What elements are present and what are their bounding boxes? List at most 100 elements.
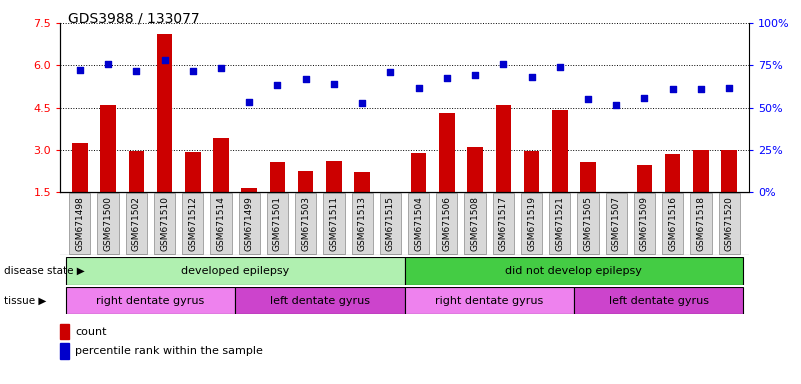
Text: GSM671509: GSM671509 [640, 196, 649, 251]
Text: GSM671504: GSM671504 [414, 196, 423, 251]
Text: GSM671512: GSM671512 [188, 196, 197, 251]
Bar [439, 113, 455, 192]
Bar [213, 139, 229, 192]
FancyBboxPatch shape [521, 193, 542, 254]
FancyBboxPatch shape [574, 287, 743, 314]
Point [694, 86, 707, 92]
Bar [241, 188, 257, 192]
FancyBboxPatch shape [239, 193, 260, 254]
FancyBboxPatch shape [66, 257, 405, 285]
Point [441, 75, 453, 81]
Point [187, 68, 199, 74]
Text: GSM671500: GSM671500 [103, 196, 113, 251]
Text: disease state ▶: disease state ▶ [4, 266, 85, 276]
FancyBboxPatch shape [98, 193, 119, 254]
Point [413, 85, 425, 91]
FancyBboxPatch shape [380, 193, 401, 254]
FancyBboxPatch shape [211, 193, 231, 254]
Point [215, 65, 227, 71]
Text: developed epilepsy: developed epilepsy [181, 266, 289, 276]
Text: GSM671501: GSM671501 [273, 196, 282, 251]
FancyBboxPatch shape [634, 193, 655, 254]
Text: GSM671521: GSM671521 [555, 196, 564, 251]
Text: GSM671515: GSM671515 [386, 196, 395, 251]
Bar [580, 162, 596, 192]
FancyBboxPatch shape [352, 193, 372, 254]
Point [102, 61, 115, 67]
Text: GSM671513: GSM671513 [358, 196, 367, 251]
Text: left dentate gyrus: left dentate gyrus [609, 296, 709, 306]
Text: GSM671503: GSM671503 [301, 196, 310, 251]
FancyBboxPatch shape [606, 193, 627, 254]
Bar [60, 324, 69, 339]
Point [638, 94, 651, 101]
FancyBboxPatch shape [465, 193, 485, 254]
Text: GSM671518: GSM671518 [696, 196, 706, 251]
FancyBboxPatch shape [662, 193, 683, 254]
Point [356, 100, 368, 106]
Bar [326, 161, 342, 192]
Point [74, 66, 87, 73]
Bar [693, 150, 709, 192]
Point [384, 69, 396, 75]
Bar [128, 151, 144, 192]
Bar [467, 147, 483, 192]
Point [553, 64, 566, 70]
Bar [60, 343, 69, 359]
Text: did not develop epilepsy: did not develop epilepsy [505, 266, 642, 276]
Bar [552, 110, 568, 192]
Text: GSM671502: GSM671502 [132, 196, 141, 251]
Text: GSM671520: GSM671520 [725, 196, 734, 251]
Text: right dentate gyrus: right dentate gyrus [435, 296, 543, 306]
Bar [354, 172, 370, 192]
FancyBboxPatch shape [154, 193, 175, 254]
Text: GSM671508: GSM671508 [470, 196, 480, 251]
FancyBboxPatch shape [182, 193, 203, 254]
Bar [524, 151, 539, 192]
Bar [298, 171, 313, 192]
Text: GSM671499: GSM671499 [245, 196, 254, 251]
FancyBboxPatch shape [405, 257, 743, 285]
Text: GSM671514: GSM671514 [216, 196, 226, 251]
Text: GSM671511: GSM671511 [329, 196, 339, 251]
FancyBboxPatch shape [690, 193, 711, 254]
Point [497, 61, 509, 67]
Point [243, 99, 256, 105]
FancyBboxPatch shape [267, 193, 288, 254]
FancyBboxPatch shape [66, 287, 235, 314]
Point [328, 81, 340, 87]
FancyBboxPatch shape [295, 193, 316, 254]
Text: percentile rank within the sample: percentile rank within the sample [75, 346, 264, 356]
Bar [637, 165, 652, 192]
FancyBboxPatch shape [405, 287, 574, 314]
Bar [411, 152, 426, 192]
FancyBboxPatch shape [126, 193, 147, 254]
Text: GSM671506: GSM671506 [442, 196, 451, 251]
FancyBboxPatch shape [235, 287, 405, 314]
Point [666, 86, 679, 92]
Text: left dentate gyrus: left dentate gyrus [270, 296, 370, 306]
Point [525, 73, 538, 79]
Text: GSM671498: GSM671498 [75, 196, 84, 251]
Point [271, 82, 284, 88]
Text: right dentate gyrus: right dentate gyrus [96, 296, 204, 306]
Bar [100, 105, 116, 192]
FancyBboxPatch shape [408, 193, 429, 254]
Text: GDS3988 / 133077: GDS3988 / 133077 [68, 12, 199, 25]
Text: GSM671507: GSM671507 [612, 196, 621, 251]
Bar [72, 143, 87, 192]
Bar [270, 162, 285, 192]
FancyBboxPatch shape [718, 193, 740, 254]
Text: GSM671505: GSM671505 [583, 196, 593, 251]
Text: GSM671519: GSM671519 [527, 196, 536, 251]
Text: GSM671510: GSM671510 [160, 196, 169, 251]
Bar [665, 154, 681, 192]
Text: GSM671517: GSM671517 [499, 196, 508, 251]
Text: tissue ▶: tissue ▶ [4, 296, 46, 306]
Bar [157, 34, 172, 192]
Point [723, 85, 735, 91]
Bar [496, 105, 511, 192]
Text: count: count [75, 327, 107, 337]
FancyBboxPatch shape [437, 193, 457, 254]
Point [469, 72, 481, 78]
